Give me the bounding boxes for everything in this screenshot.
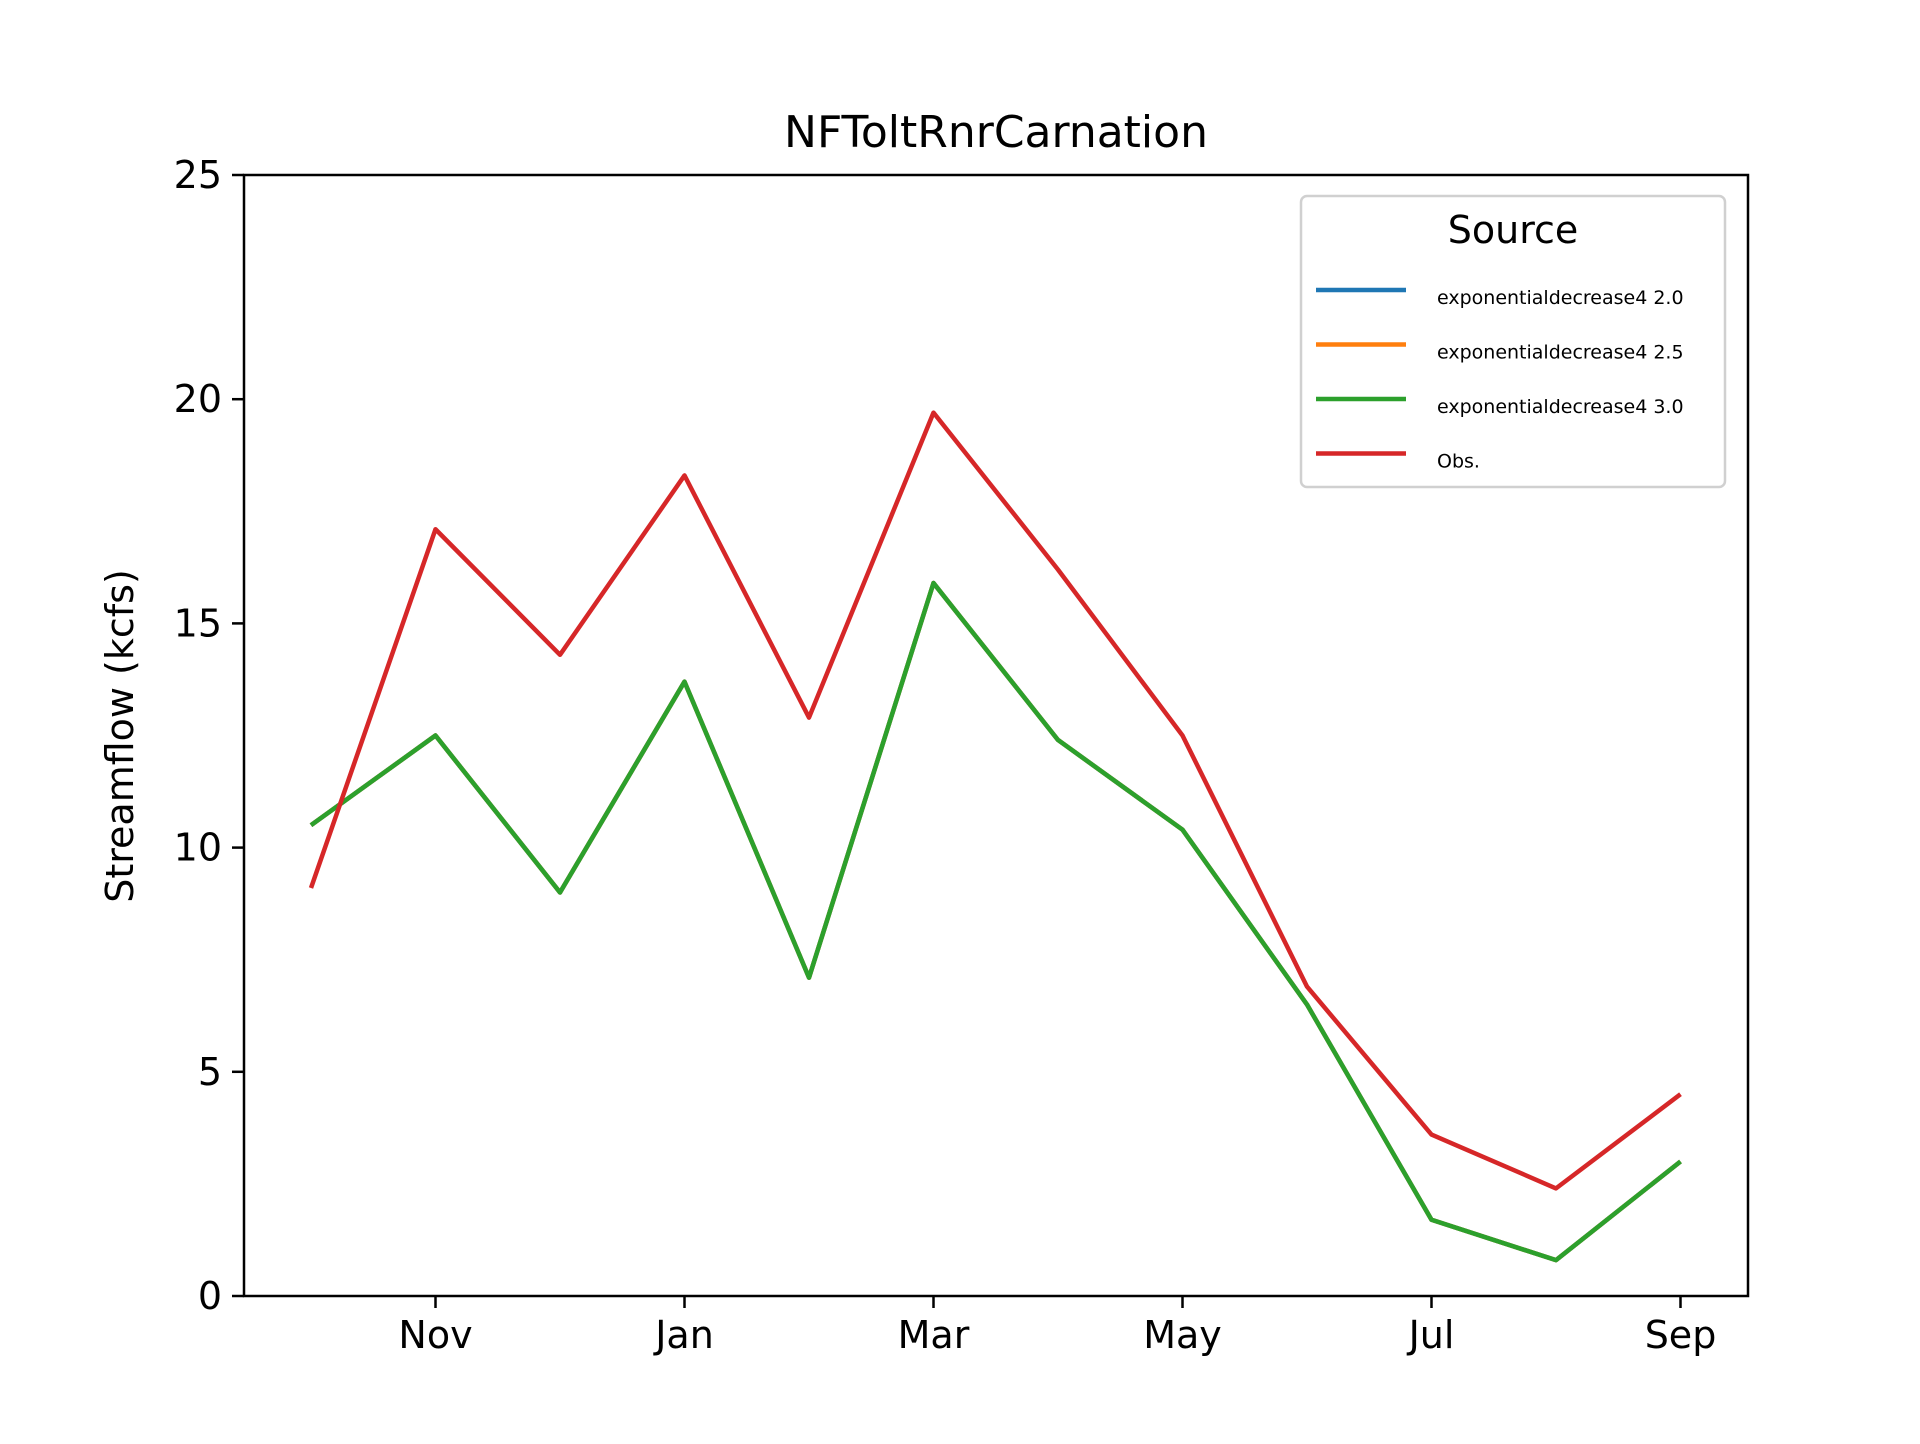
- legend-label: exponentialdecrease4 2.0: [1437, 287, 1684, 309]
- legend-box: [1299, 194, 1727, 489]
- x-tick-label: Sep: [1645, 1313, 1717, 1357]
- legend-label: exponentialdecrease4 2.5: [1437, 342, 1684, 364]
- x-tick-label: Jul: [1407, 1313, 1455, 1357]
- y-tick-label: 10: [174, 826, 222, 870]
- x-tick-label: Jan: [653, 1313, 714, 1357]
- y-tick-label: 25: [174, 153, 222, 197]
- x-tick-label: May: [1143, 1313, 1222, 1357]
- y-tick-label: 15: [174, 601, 222, 645]
- legend-entries: exponentialdecrease4 2.0 exponentialdecre…: [1316, 287, 1684, 473]
- legend-label: exponentialdecrease4 3.0: [1437, 396, 1684, 418]
- chart-title: NFToltRnrCarnation: [784, 107, 1208, 158]
- series-lines: [308, 410, 1682, 1263]
- x-axis-ticks: Nov Jan Mar May Jul Sep: [398, 1296, 1716, 1357]
- y-axis-label: Streamflow (kcfs): [98, 569, 142, 903]
- legend-label: Obs.: [1437, 451, 1480, 473]
- y-tick-label: 0: [198, 1274, 222, 1318]
- series-line-3: [309, 580, 1682, 1263]
- y-axis-ticks: 0 5 10 15 20 25: [174, 153, 244, 1318]
- legend-title: Source: [1448, 208, 1579, 252]
- y-tick-label: 5: [198, 1050, 222, 1094]
- plot-area-frame: [242, 173, 1750, 1298]
- x-tick-label: Mar: [898, 1313, 970, 1357]
- legend: Source exponentialdecrease4 2.0exponenti…: [1299, 194, 1727, 489]
- series-line-4: [308, 410, 1682, 1191]
- x-tick-label: Nov: [398, 1313, 472, 1357]
- y-tick-label: 20: [174, 377, 222, 421]
